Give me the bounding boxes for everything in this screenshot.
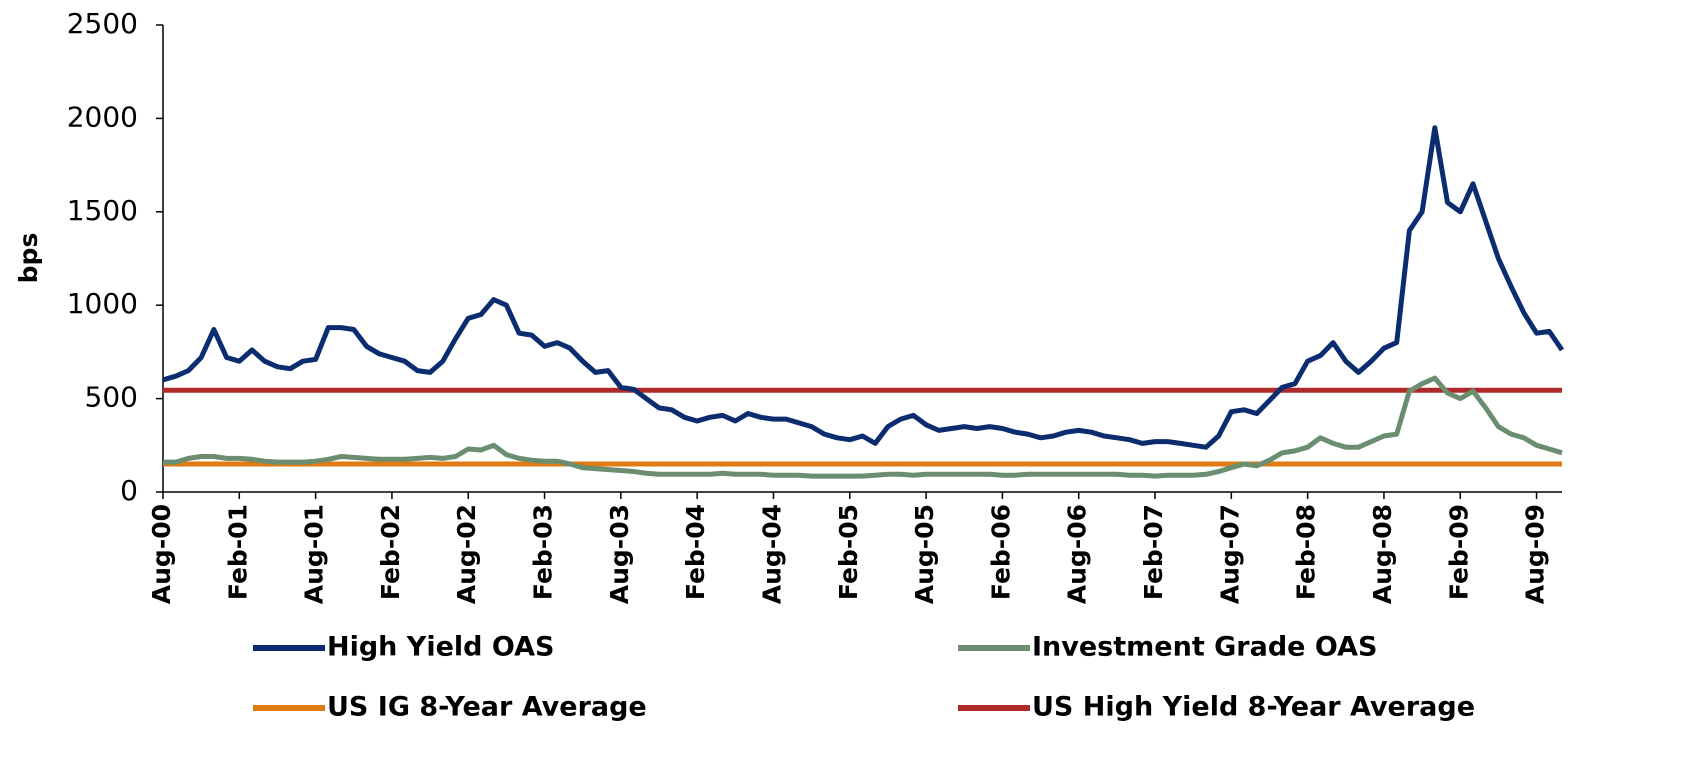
x-tick-label: Feb-07 [1139, 504, 1168, 600]
y-tick-label: 0 [120, 474, 138, 507]
x-tick-label: Feb-06 [986, 504, 1015, 600]
legend-label: High Yield OAS [327, 632, 554, 663]
x-tick-label: Aug-04 [757, 504, 786, 604]
x-tick-label: Aug-01 [300, 504, 329, 604]
x-tick-label: Feb-09 [1444, 504, 1473, 600]
legend-label: Investment Grade OAS [1032, 632, 1377, 663]
y-tick-label: 1500 [67, 194, 138, 227]
y-tick-label: 500 [85, 381, 138, 414]
x-tick-label: Aug-00 [147, 504, 176, 604]
x-tick-label: Aug-06 [1063, 504, 1092, 604]
x-tick-label: Feb-02 [376, 504, 405, 600]
x-tick-label: Aug-03 [605, 504, 634, 604]
x-tick-label: Aug-02 [452, 504, 481, 604]
x-tick-label: Feb-04 [681, 504, 710, 600]
x-tick-label: Feb-01 [223, 504, 252, 600]
x-tick-label: Aug-08 [1368, 504, 1397, 604]
x-tick-label: Aug-05 [910, 504, 939, 604]
y-tick-label: 2500 [67, 7, 138, 40]
series-line [163, 375, 1563, 479]
series-line [162, 125, 1565, 450]
x-tick-label: Aug-07 [1215, 504, 1244, 604]
x-tick-label: Feb-03 [529, 504, 558, 600]
y-axis-label: bps [14, 233, 43, 284]
x-tick-label: Feb-08 [1292, 504, 1321, 600]
legend-label: US High Yield 8-Year Average [1032, 692, 1475, 723]
legend-label: US IG 8-Year Average [327, 692, 647, 723]
x-tick-label: Feb-05 [834, 504, 863, 600]
x-tick-label: Aug-09 [1521, 504, 1550, 604]
y-tick-label: 1000 [67, 287, 138, 320]
y-tick-label: 2000 [67, 100, 138, 133]
